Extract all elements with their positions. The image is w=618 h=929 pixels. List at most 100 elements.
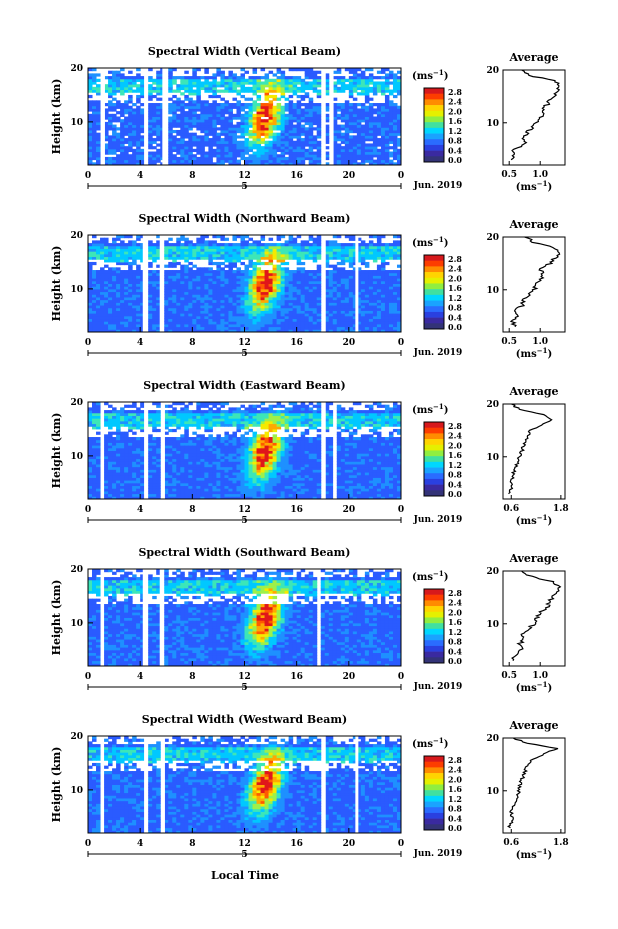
data-gap [144, 68, 148, 165]
average-y-tick-label: 10 [486, 453, 499, 463]
colorbar: 2.82.42.01.61.20.80.40.0 [423, 755, 462, 833]
y-tick-label: 10 [70, 619, 83, 629]
x-tick-label: 16 [290, 839, 303, 849]
x-tick-label: 16 [290, 505, 303, 515]
data-gap [101, 569, 105, 666]
average-profile: Average 20 10 0.5 1.0(ms−1) [486, 218, 566, 360]
colorbar-tick-label: 2.8 [448, 421, 462, 431]
panel-title: Spectral Width (Vertical Beam) [148, 45, 341, 58]
average-title: Average [508, 218, 558, 231]
average-y-tick-label: 10 [486, 286, 499, 296]
date-label: Jun. 2019 [413, 515, 463, 525]
x-tick-label: 8 [189, 505, 195, 515]
x-tick-label: 0 [85, 338, 91, 348]
colorbar-tick-label: 1.2 [448, 460, 462, 470]
x-tick-label: 12 [238, 505, 251, 515]
x-tick-label: 20 [343, 839, 356, 849]
colorbar-tick-label: 1.2 [448, 794, 462, 804]
colorbar-tick-label: 2.8 [448, 588, 462, 598]
panel-5: Spectral Width (Westward Beam) 20 10 Height… [50, 713, 569, 861]
y-tick-label: 20 [70, 732, 83, 742]
x-axis-label-local-time: Local Time [211, 869, 279, 882]
heatmap-cells [88, 736, 402, 834]
y-tick-label: 20 [70, 398, 83, 408]
colorbar-tick-label: 0.8 [448, 804, 462, 814]
average-x-tick-label: 1.0 [532, 170, 548, 180]
heatmap-cells [88, 569, 402, 667]
x-tick-label: 0 [398, 505, 404, 515]
colorbar: 2.82.42.01.61.20.80.40.0 [423, 421, 462, 499]
colorbar-tick-label: 2.4 [448, 598, 462, 608]
data-gap [322, 736, 326, 833]
average-x-tick-label: 1.0 [532, 337, 548, 347]
x-tick-label: 12 [238, 672, 251, 682]
colorbar-unit: (ms−1) [412, 235, 448, 249]
colorbar-tick-label: 2.0 [448, 273, 462, 283]
y-tick-label: 10 [70, 452, 83, 462]
colorbar-tick-label: 0.8 [448, 637, 462, 647]
panel-2: Spectral Width (Northward Beam) 20 10 Heigh… [50, 212, 566, 360]
colorbar-tick-label: 0.0 [448, 823, 462, 833]
colorbar-unit: (ms−1) [412, 68, 448, 82]
x-tick-label: 12 [238, 839, 251, 849]
x-tick-label: 4 [137, 672, 143, 682]
colorbar-tick-label: 0.8 [448, 303, 462, 313]
data-gap [355, 235, 359, 332]
heatmap-cells [88, 235, 402, 333]
data-gap [161, 402, 165, 499]
date-label: Jun. 2019 [413, 682, 463, 692]
x-tick-label: 0 [398, 338, 404, 348]
data-gap [101, 68, 105, 165]
data-gap [144, 402, 148, 499]
average-profile: Average 20 10 0.5 1.0(ms−1) [486, 51, 566, 193]
x-tick-label: 4 [137, 505, 143, 515]
panel-4: Spectral Width (Southward Beam) 20 10 Heigh… [50, 546, 566, 694]
data-gap [142, 569, 147, 666]
average-y-tick-label: 20 [486, 567, 499, 577]
x-tick-label: 0 [85, 171, 91, 181]
x-tick-label: 0 [85, 672, 91, 682]
y-tick-label: 10 [70, 285, 83, 295]
colorbar-tick-label: 2.8 [448, 755, 462, 765]
average-title: Average [508, 552, 558, 565]
x-tick-label: 16 [290, 672, 303, 682]
y-tick-label: 20 [70, 565, 83, 575]
data-gap [142, 235, 147, 332]
colorbar-tick-label: 2.4 [448, 765, 462, 775]
average-x-label: (ms−1) [516, 680, 552, 694]
x-tick-label: 16 [290, 171, 303, 181]
data-gap [159, 569, 164, 666]
colorbar-tick-label: 2.0 [448, 106, 462, 116]
data-gap [330, 68, 334, 165]
panel-title: Spectral Width (Westward Beam) [142, 713, 347, 726]
colorbar-tick-label: 1.6 [448, 116, 462, 126]
average-title: Average [508, 51, 558, 64]
colorbar-tick-label: 0.4 [448, 813, 462, 823]
average-x-tick-label: 1.8 [553, 838, 569, 848]
average-y-tick-label: 20 [486, 66, 499, 76]
average-x-tick-label: 0.6 [503, 504, 519, 514]
panel-1: Spectral Width (Vertical Beam) 20 10 Height… [50, 45, 566, 193]
y-tick-label: 20 [70, 231, 83, 241]
data-gap [159, 235, 164, 332]
average-x-label: (ms−1) [516, 513, 552, 527]
data-gap [144, 736, 148, 833]
colorbar-tick-label: 1.2 [448, 126, 462, 136]
x-tick-label: 4 [137, 839, 143, 849]
colorbar-tick-label: 0.4 [448, 312, 462, 322]
colorbar: 2.82.42.01.61.20.80.40.0 [423, 87, 462, 165]
x-tick-label: 12 [238, 338, 251, 348]
colorbar-tick-label: 0.4 [448, 479, 462, 489]
average-frame [502, 236, 566, 333]
colorbar-tick-label: 1.6 [448, 617, 462, 627]
data-gap [355, 736, 359, 833]
panel-title: Spectral Width (Northward Beam) [139, 212, 351, 225]
x-tick-label: 20 [343, 505, 356, 515]
colorbar-tick-label: 1.2 [448, 627, 462, 637]
colorbar-tick-label: 2.0 [448, 607, 462, 617]
x-tick-label: 0 [85, 839, 91, 849]
data-gap [322, 402, 326, 499]
average-y-tick-label: 20 [486, 400, 499, 410]
y-axis-label: Height (km) [50, 413, 63, 489]
